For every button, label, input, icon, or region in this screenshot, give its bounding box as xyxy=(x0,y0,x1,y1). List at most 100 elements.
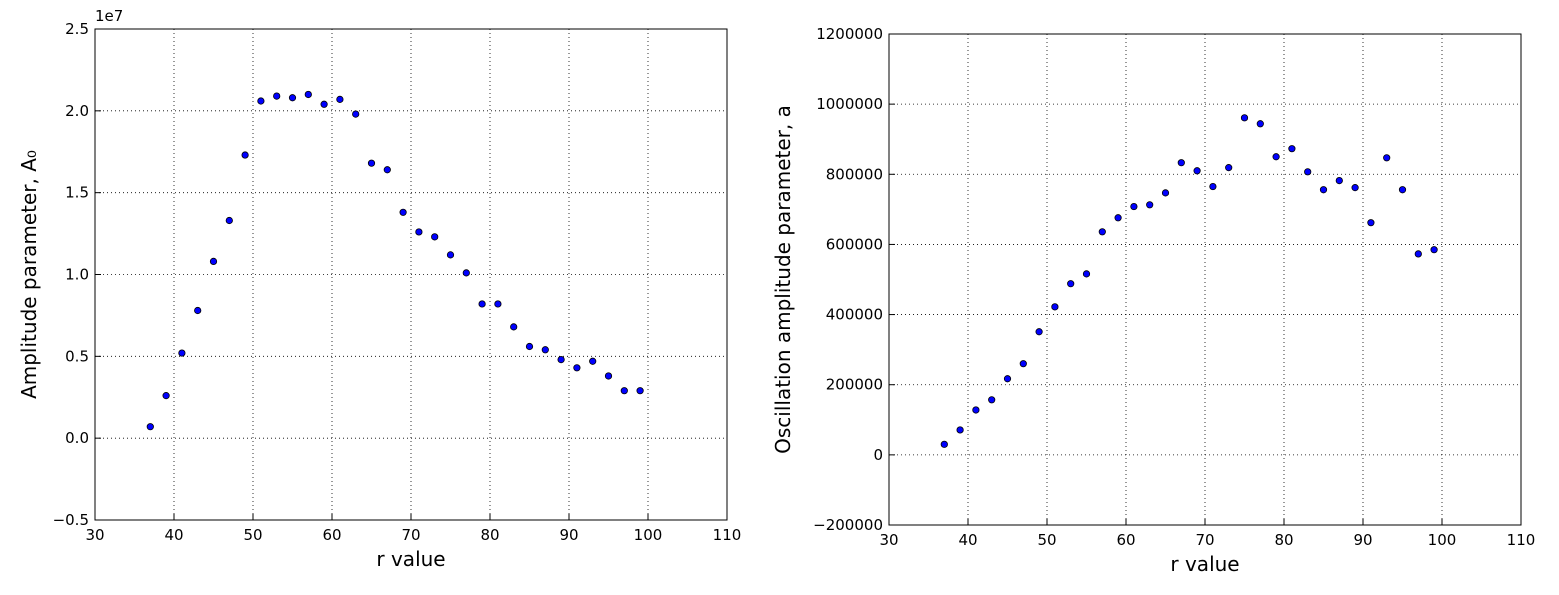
offset-label: 1e7 xyxy=(95,7,123,25)
y-tick-label: 0.0 xyxy=(65,429,89,447)
point xyxy=(1051,303,1059,311)
x-tick-label: 110 xyxy=(1507,531,1536,549)
x-tick-label: 110 xyxy=(713,526,742,544)
y-tick-label: 800000 xyxy=(826,165,883,183)
y-tick-label: 1.5 xyxy=(65,184,89,202)
point xyxy=(146,423,154,431)
x-tick-label: 60 xyxy=(322,526,341,544)
point xyxy=(1177,159,1185,167)
point xyxy=(1430,246,1438,254)
point xyxy=(940,440,948,448)
point xyxy=(1367,219,1375,227)
point xyxy=(620,387,628,395)
y-tick-label: −200000 xyxy=(813,516,883,534)
point xyxy=(972,406,980,414)
point xyxy=(399,208,407,216)
point xyxy=(589,357,597,365)
point xyxy=(367,159,376,167)
point xyxy=(478,300,486,308)
y-axis-label: Oscillation amplitude parameter, a xyxy=(771,105,795,454)
x-tick-label: 40 xyxy=(958,531,977,549)
point xyxy=(573,364,581,372)
point xyxy=(525,342,534,351)
x-tick-label: 40 xyxy=(164,526,183,544)
point xyxy=(1098,228,1106,236)
point xyxy=(257,97,265,105)
point xyxy=(162,392,170,400)
point xyxy=(209,257,218,266)
point xyxy=(1256,120,1264,128)
point xyxy=(494,300,502,308)
point xyxy=(1146,201,1154,209)
x-tick-label: 80 xyxy=(1274,531,1293,549)
y-tick-label: 1200000 xyxy=(816,25,883,43)
point xyxy=(604,372,613,380)
point xyxy=(178,349,186,357)
point xyxy=(241,151,249,159)
y-tick-label: −0.5 xyxy=(53,511,89,529)
subplot: 30 40 50 60 70 80 90 100 110 −200000 0 200000 400000… xyxy=(771,25,1535,576)
point xyxy=(541,346,549,354)
point xyxy=(1272,153,1280,161)
x-axis-label: r value xyxy=(1170,552,1239,576)
point xyxy=(1351,184,1359,192)
x-tick-label: 50 xyxy=(1037,531,1056,549)
y-tick-label: 2.0 xyxy=(65,102,89,120)
point xyxy=(1003,375,1012,383)
y-axis-label: Amplitude parameter, A₀ xyxy=(17,150,41,399)
point xyxy=(1082,270,1091,278)
y-tick-label: 400000 xyxy=(826,306,883,324)
point xyxy=(1114,214,1122,222)
point xyxy=(320,100,328,108)
point xyxy=(383,166,391,174)
point xyxy=(431,233,439,241)
point xyxy=(273,92,281,100)
point xyxy=(336,95,344,103)
point xyxy=(462,269,470,277)
point xyxy=(988,396,996,404)
point xyxy=(304,90,312,99)
point xyxy=(1288,145,1296,153)
point xyxy=(1398,186,1407,194)
y-tick-label: 1000000 xyxy=(816,95,883,113)
subplot: 30 40 50 60 70 80 90 100 110 −0.5 0.0 0.5 1.0 1.5 2.0 2… xyxy=(17,7,741,571)
point xyxy=(352,110,360,118)
point xyxy=(415,228,423,236)
point xyxy=(1161,189,1170,197)
y-tick-label: 1.0 xyxy=(65,266,89,284)
x-tick-label: 70 xyxy=(1195,531,1214,549)
point xyxy=(1209,182,1217,191)
point xyxy=(510,323,518,331)
point xyxy=(1019,360,1027,368)
y-tick-label: 0 xyxy=(873,446,883,464)
point xyxy=(1067,280,1075,288)
point xyxy=(194,306,202,315)
point xyxy=(1240,114,1249,122)
point xyxy=(1335,176,1343,185)
y-tick-label: 600000 xyxy=(826,235,883,253)
x-tick-label: 90 xyxy=(559,526,578,544)
x-tick-label: 30 xyxy=(879,531,898,549)
x-tick-label: 100 xyxy=(634,526,663,544)
x-tick-label: 50 xyxy=(243,526,262,544)
point xyxy=(288,94,297,102)
x-tick-label: 70 xyxy=(401,526,420,544)
point xyxy=(1035,328,1043,336)
point xyxy=(1383,154,1391,162)
point xyxy=(225,216,233,225)
point xyxy=(1304,168,1312,176)
point xyxy=(1193,167,1201,175)
y-tick-label: 0.5 xyxy=(65,347,89,365)
x-tick-label: 30 xyxy=(85,526,104,544)
plot-frame xyxy=(888,33,1522,526)
x-axis-label: r value xyxy=(376,547,445,571)
point xyxy=(1319,186,1328,194)
point xyxy=(557,356,565,364)
y-tick-label: 200000 xyxy=(826,376,883,394)
plot-frame xyxy=(94,28,728,521)
x-tick-label: 80 xyxy=(480,526,499,544)
point xyxy=(1225,164,1233,172)
x-tick-label: 100 xyxy=(1428,531,1457,549)
x-tick-label: 90 xyxy=(1353,531,1372,549)
